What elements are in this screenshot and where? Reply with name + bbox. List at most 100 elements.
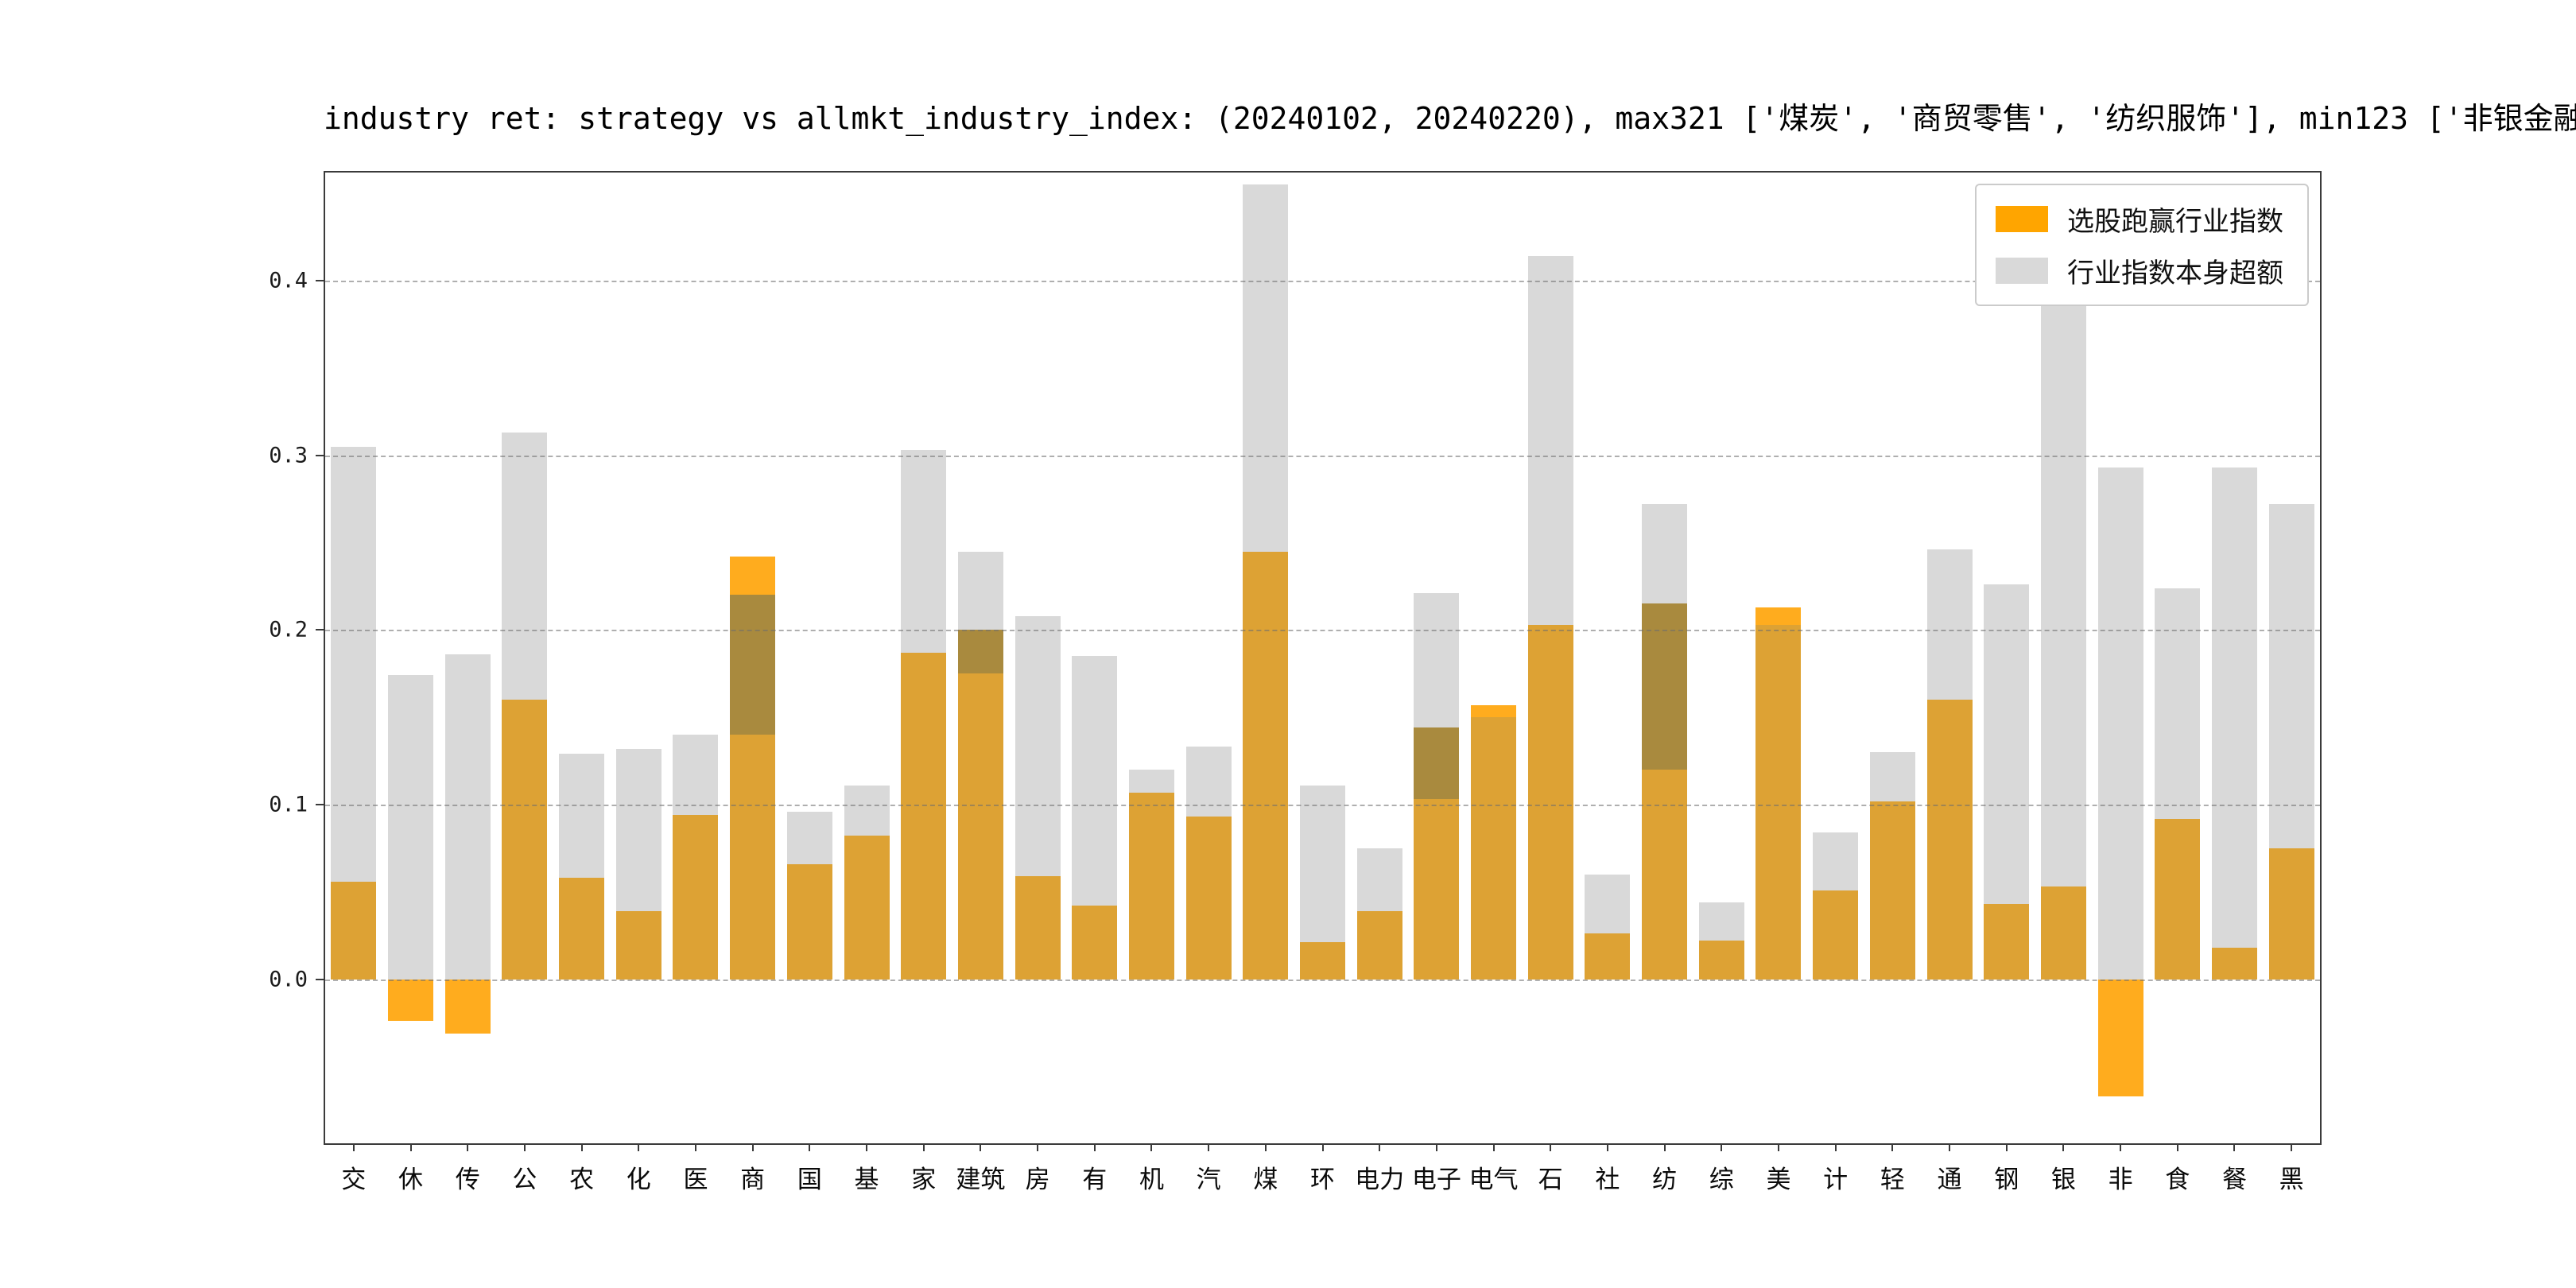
x-tick-label-房: 房 — [1025, 1166, 1050, 1194]
x-tick-label-煤: 煤 — [1253, 1166, 1278, 1194]
bar-strategy-cap-电气 — [1471, 704, 1516, 718]
x-tick-label-汽: 汽 — [1196, 1166, 1221, 1194]
x-tick-mark — [1093, 1143, 1096, 1151]
y-tick-label: 0.2 — [269, 617, 308, 642]
legend-swatch-orange — [1996, 206, 2048, 232]
x-tick-label-交: 交 — [341, 1166, 367, 1194]
x-tick-mark — [1949, 1143, 1951, 1151]
x-tick-mark — [2291, 1143, 2293, 1151]
x-tick-label-综: 综 — [1709, 1166, 1734, 1194]
x-tick-label-黑: 黑 — [2279, 1166, 2304, 1194]
bar-strategy-农 — [559, 878, 604, 980]
legend-label-strategy: 选股跑赢行业指数 — [2067, 206, 2283, 238]
chart-title: industry ret: strategy vs allmkt_industr… — [324, 101, 2576, 136]
x-tick-mark — [980, 1143, 982, 1151]
bar-strategy-建筑 — [958, 668, 1003, 980]
bar-strategy-公 — [502, 700, 547, 980]
x-tick-label-国: 国 — [797, 1166, 822, 1194]
bar-strategy-传 — [445, 979, 491, 1034]
x-tick-label-银: 银 — [2050, 1166, 2076, 1194]
x-tick-mark — [2233, 1143, 2236, 1151]
bar-strategy-房 — [1015, 876, 1061, 980]
x-tick-mark — [1777, 1143, 1779, 1151]
x-tick-mark — [638, 1143, 640, 1151]
legend-label-index: 行业指数本身超额 — [2067, 258, 2283, 289]
x-tick-mark — [1264, 1143, 1267, 1151]
x-tick-mark — [1891, 1143, 1894, 1151]
x-tick-mark — [1663, 1143, 1666, 1151]
x-tick-mark — [523, 1143, 526, 1151]
x-tick-label-社: 社 — [1595, 1166, 1620, 1194]
y-tick-mark — [316, 978, 325, 980]
x-tick-mark — [2176, 1143, 2178, 1151]
x-tick-label-化: 化 — [626, 1166, 651, 1194]
bar-industry-excess-传 — [445, 654, 491, 980]
y-tick-label: 0.3 — [269, 443, 308, 468]
x-tick-mark — [467, 1143, 469, 1151]
x-tick-label-食: 食 — [2165, 1166, 2190, 1194]
bar-strategy-综 — [1699, 941, 1744, 980]
bar-strategy-休 — [388, 979, 433, 1022]
y-tick-label: 0.1 — [269, 792, 308, 817]
x-tick-mark — [352, 1143, 355, 1151]
bar-strategy-cap-商 — [730, 557, 775, 596]
bar-strategy-黑 — [2269, 848, 2314, 980]
x-tick-label-有: 有 — [1082, 1166, 1108, 1194]
x-tick-mark — [751, 1143, 754, 1151]
bar-strategy-银 — [2041, 886, 2086, 980]
y-tick-mark — [316, 454, 325, 456]
bar-strategy-化 — [616, 910, 661, 980]
legend: 选股跑赢行业指数 行业指数本身超额 — [1975, 184, 2309, 306]
bar-overlap-band-电子 — [1414, 727, 1459, 800]
x-tick-mark — [409, 1143, 412, 1151]
bar-strategy-煤 — [1243, 551, 1288, 980]
bar-strategy-cap-美 — [1755, 607, 1801, 625]
bar-strategy-环 — [1300, 942, 1345, 980]
x-tick-label-钢: 钢 — [1994, 1166, 2019, 1194]
x-tick-mark — [2005, 1143, 2008, 1151]
bar-strategy-通 — [1927, 700, 1973, 980]
x-tick-label-美: 美 — [1766, 1166, 1791, 1194]
bar-strategy-有 — [1072, 906, 1117, 980]
x-tick-label-公: 公 — [512, 1166, 537, 1194]
x-tick-label-休: 休 — [398, 1166, 424, 1194]
legend-item-index: 行业指数本身超额 — [1996, 251, 2283, 290]
bar-overlap-band-纺 — [1642, 603, 1687, 770]
bar-strategy-家 — [901, 652, 946, 980]
bar-strategy-非 — [2098, 979, 2143, 1096]
bar-industry-excess-银 — [2041, 266, 2086, 980]
bar-industry-excess-非 — [2098, 467, 2143, 980]
x-tick-mark — [1721, 1143, 1723, 1151]
x-tick-mark — [580, 1143, 583, 1151]
x-tick-mark — [2120, 1143, 2122, 1151]
x-tick-label-商: 商 — [740, 1166, 766, 1194]
bar-strategy-汽 — [1186, 817, 1232, 980]
bar-overlap-band-商 — [730, 595, 775, 735]
x-tick-label-石: 石 — [1538, 1166, 1563, 1194]
x-tick-mark — [1208, 1143, 1210, 1151]
y-tick-label: 0.4 — [269, 268, 308, 293]
x-tick-label-环: 环 — [1310, 1166, 1335, 1194]
bar-strategy-餐 — [2212, 948, 2257, 980]
bar-strategy-计 — [1813, 890, 1858, 980]
x-tick-label-机: 机 — [1139, 1166, 1164, 1194]
x-tick-mark — [1321, 1143, 1324, 1151]
bar-strategy-石 — [1528, 624, 1573, 980]
x-tick-label-建筑: 建筑 — [956, 1166, 1006, 1194]
gridline — [325, 455, 2320, 457]
x-tick-label-家: 家 — [911, 1166, 937, 1194]
x-tick-label-农: 农 — [569, 1166, 595, 1194]
bar-strategy-医 — [673, 815, 718, 980]
bar-strategy-社 — [1585, 933, 1630, 980]
x-tick-mark — [809, 1143, 811, 1151]
x-tick-label-餐: 餐 — [2221, 1166, 2247, 1194]
x-tick-mark — [1550, 1143, 1552, 1151]
bar-strategy-钢 — [1984, 904, 2029, 980]
x-tick-mark — [922, 1143, 925, 1151]
y-tick-mark — [316, 803, 325, 805]
bar-strategy-电气 — [1471, 717, 1516, 980]
legend-item-strategy: 选股跑赢行业指数 — [1996, 200, 2283, 239]
x-tick-label-纺: 纺 — [1652, 1166, 1678, 1194]
x-tick-mark — [1037, 1143, 1039, 1151]
